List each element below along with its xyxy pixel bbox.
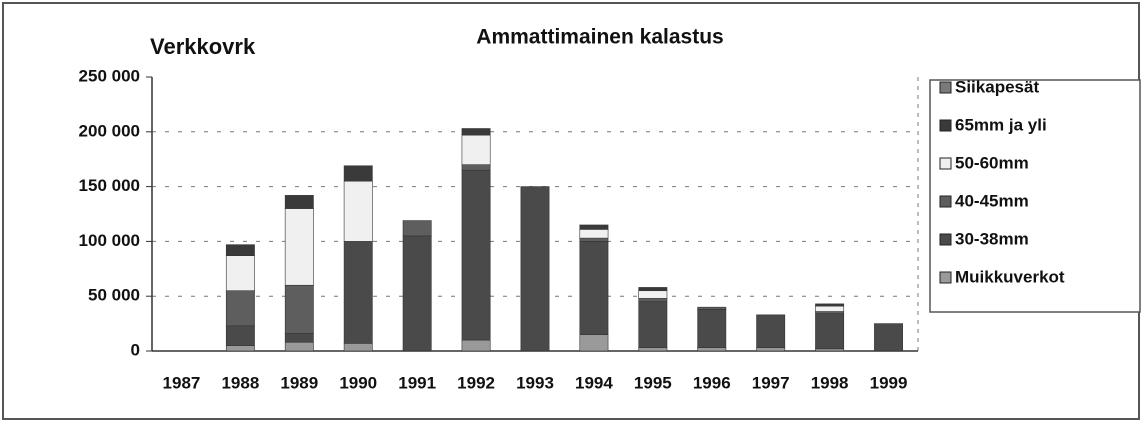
bar-segment — [815, 303, 845, 307]
legend-box — [929, 79, 1141, 313]
bar-segment — [815, 348, 845, 352]
bar-segment — [579, 241, 609, 335]
y-tick-label: 200 000 — [79, 121, 140, 140]
bar-segment — [638, 287, 668, 292]
bar-segment — [579, 334, 609, 352]
bar-segment — [756, 347, 786, 352]
x-tick-label: 1996 — [693, 373, 731, 392]
y-tick-label: 250 000 — [79, 66, 140, 85]
y-axis-label: Verkkovrk — [150, 34, 256, 59]
x-tick-label: 1999 — [870, 373, 908, 392]
bar-segment — [638, 290, 668, 299]
bar-segment — [874, 323, 903, 352]
x-tick-label: 1994 — [575, 373, 613, 392]
x-tick-label: 1988 — [221, 373, 259, 392]
bar-segment — [697, 347, 727, 352]
legend-swatch — [939, 271, 952, 284]
bar-segment — [284, 284, 314, 334]
legend-label: Siikapesät — [955, 77, 1039, 96]
bar-segment — [638, 301, 668, 349]
x-tick-label: 1989 — [280, 373, 318, 392]
legend-label: 40-45mm — [955, 191, 1029, 210]
bar-segment — [343, 343, 373, 352]
bar-segment — [402, 220, 432, 237]
bar-segment — [461, 128, 491, 136]
bar-segment — [225, 325, 255, 346]
x-tick-label: 1990 — [339, 373, 377, 392]
bar-segment — [343, 165, 373, 182]
bar-segment — [225, 244, 255, 256]
bar-segment — [402, 235, 432, 352]
legend-swatch — [939, 195, 952, 208]
y-tick-label: 0 — [131, 340, 140, 359]
bar-segment — [284, 208, 314, 286]
legend-swatch — [939, 157, 952, 170]
bar-segment — [579, 224, 609, 230]
y-tick-label: 150 000 — [79, 176, 140, 195]
legend-label: 65mm ja yli — [955, 115, 1047, 134]
bar-segment — [815, 311, 845, 315]
bar-segment — [638, 298, 668, 302]
bar-segment — [461, 164, 491, 171]
bar-segment — [815, 313, 845, 350]
bar-segment — [520, 186, 550, 352]
x-tick-label: 1993 — [516, 373, 554, 392]
x-tick-label: 1992 — [457, 373, 495, 392]
bar-segment — [756, 314, 786, 349]
x-tick-label: 1991 — [398, 373, 436, 392]
legend-label: Muikkuverkot — [955, 267, 1065, 286]
x-tick-label: 1995 — [634, 373, 672, 392]
bar-segment — [461, 134, 491, 165]
bar-segment — [343, 241, 373, 344]
bar-segment — [461, 169, 491, 341]
bar-segment — [579, 229, 609, 239]
bar-segment — [697, 306, 727, 310]
y-tick-label: 100 000 — [79, 231, 140, 250]
bar-segment — [697, 309, 727, 349]
legend-swatch — [939, 233, 952, 246]
x-tick-label: 1998 — [811, 373, 849, 392]
bar-segment — [461, 339, 491, 352]
bar-segment — [579, 237, 609, 242]
bar-segment — [284, 333, 314, 343]
legend-label: 30-38mm — [955, 229, 1029, 248]
legend-label: 50-60mm — [955, 153, 1029, 172]
bar-segment — [343, 180, 373, 242]
x-tick-label: 1997 — [752, 373, 790, 392]
bar-segment — [225, 255, 255, 292]
bar-segment — [815, 305, 845, 312]
bar-segment — [284, 195, 314, 209]
bar-segment — [225, 290, 255, 327]
x-tick-label: 1987 — [163, 373, 201, 392]
legend-swatch — [939, 119, 952, 132]
bar-segment — [225, 345, 255, 352]
chart-title: Ammattimainen kalastus — [476, 26, 723, 49]
bar-segment — [284, 341, 314, 352]
bar-segment — [638, 347, 668, 352]
y-tick-label: 50 000 — [88, 286, 140, 305]
legend-swatch — [939, 81, 952, 94]
